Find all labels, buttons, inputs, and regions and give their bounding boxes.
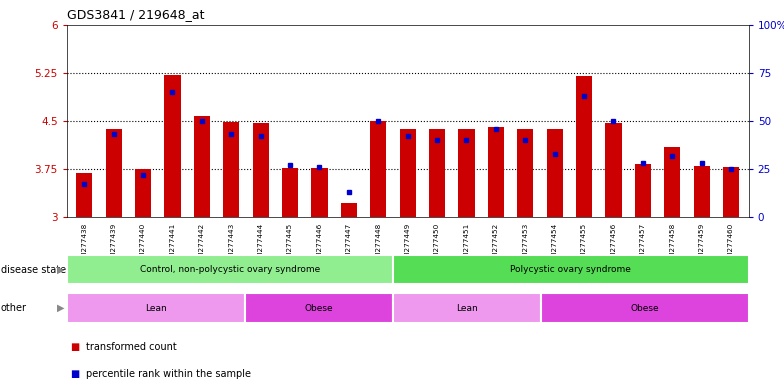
Bar — [135, 169, 151, 217]
Bar — [723, 167, 739, 217]
Bar — [106, 129, 122, 217]
Bar — [664, 147, 681, 217]
Bar — [67, 293, 245, 323]
Bar — [67, 255, 393, 285]
Bar — [165, 75, 180, 217]
Text: ■: ■ — [71, 342, 80, 352]
Text: ■: ■ — [71, 369, 80, 379]
Bar — [393, 255, 749, 285]
Bar — [517, 129, 533, 217]
Text: Obese: Obese — [304, 304, 333, 313]
Bar — [370, 121, 387, 217]
Bar — [459, 129, 474, 217]
Text: Lean: Lean — [145, 304, 166, 313]
Text: Control, non-polycystic ovary syndrome: Control, non-polycystic ovary syndrome — [140, 265, 320, 274]
Bar — [311, 168, 328, 217]
Text: Polycystic ovary syndrome: Polycystic ovary syndrome — [510, 265, 631, 274]
Bar — [400, 129, 416, 217]
Text: transformed count: transformed count — [86, 342, 177, 352]
Bar — [576, 76, 592, 217]
Bar — [76, 174, 93, 217]
Text: other: other — [1, 303, 27, 313]
Bar — [488, 127, 504, 217]
Text: percentile rank within the sample: percentile rank within the sample — [86, 369, 251, 379]
Bar — [252, 123, 269, 217]
Text: disease state: disease state — [1, 265, 66, 275]
Text: ▶: ▶ — [57, 265, 65, 275]
Text: GDS3841 / 219648_at: GDS3841 / 219648_at — [67, 8, 204, 21]
Bar — [546, 129, 563, 217]
Text: Lean: Lean — [456, 304, 478, 313]
Bar — [635, 164, 651, 217]
Bar — [393, 293, 541, 323]
Text: ▶: ▶ — [57, 303, 65, 313]
Bar — [429, 129, 445, 217]
Bar — [541, 293, 749, 323]
Text: Obese: Obese — [630, 304, 659, 313]
Bar — [341, 203, 357, 217]
Bar — [223, 122, 239, 217]
Bar — [694, 166, 710, 217]
Bar — [605, 123, 622, 217]
Bar — [282, 168, 298, 217]
Bar — [194, 116, 210, 217]
Bar — [245, 293, 393, 323]
